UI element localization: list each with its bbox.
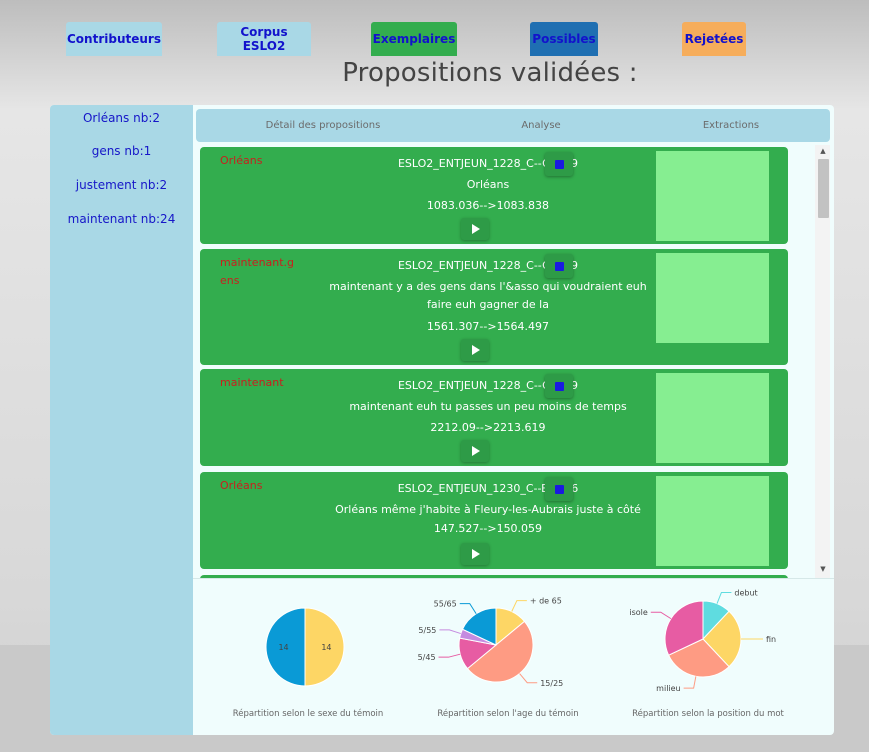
play-icon (472, 446, 480, 456)
subtab-bar: Détail des propositions Analyse Extracti… (196, 109, 830, 142)
pie-label-position-1: fin (766, 635, 776, 644)
play-icon (472, 224, 480, 234)
proposition-time: 1083.036-->1083.838 (426, 199, 550, 212)
pie-label-age-3: 45/55 (418, 626, 436, 635)
thumbnail (656, 373, 769, 463)
pie-slice-position-3[interactable] (664, 600, 704, 656)
scroll-down-icon[interactable]: ▼ (820, 565, 826, 573)
proposition-card: Orléans ESLO2_ENTJEUN_1228_C--GF429 Orlé… (200, 147, 788, 244)
pie-slice-sexe-0[interactable] (265, 607, 306, 687)
tab-analyse[interactable]: Analyse (521, 120, 561, 131)
proposition-text: Orléans même j'habite à Fleury-les-Aubra… (335, 503, 641, 516)
proposition-id: ESLO2_ENTJEUN_1228_C--GF429 (397, 379, 579, 392)
play-button[interactable] (461, 543, 489, 565)
note-button[interactable] (545, 152, 573, 176)
pie-label-age-4: 55/65 (434, 600, 457, 609)
pie-slice-sexe-1[interactable] (304, 607, 345, 687)
play-button[interactable] (461, 440, 489, 462)
tab-exemplaires[interactable]: Exemplaires (371, 22, 457, 56)
proposition-text: Orléans (466, 178, 510, 191)
thumbnail (656, 476, 769, 566)
pie-label-age-1: 15/25 (540, 679, 563, 688)
pie-leader-age-1 (519, 673, 538, 684)
proposition-time: 2212.09-->2213.619 (430, 421, 546, 434)
tab-corpus-eslo2[interactable]: Corpus ESLO2 (217, 22, 311, 56)
play-icon (472, 345, 480, 355)
pie-chart-sexe: 14 14 (265, 607, 345, 687)
tab-extractions[interactable]: Extractions (702, 120, 760, 131)
note-button[interactable] (545, 374, 573, 398)
pie-leader-position-3 (650, 611, 672, 620)
pie-label-position-3: isole (629, 608, 648, 617)
note-icon (554, 381, 564, 391)
top-navigation: Contributeurs Corpus ESLO2 Exemplaires P… (0, 22, 869, 56)
note-icon (554, 261, 564, 271)
pie-label-sexe-1: 14 (321, 643, 331, 652)
charts-section: 14 14 Répartition selon le sexe du témoin… (193, 585, 834, 735)
pie-leader-age-3 (439, 629, 461, 635)
pie-label-position-0: debut (734, 589, 757, 598)
play-button[interactable] (461, 218, 489, 240)
chart-caption-age: Répartition selon l'age du témoin (437, 709, 579, 719)
proposition-card: maintenant ESLO2_ENTJEUN_1228_C--GF429 m… (200, 369, 788, 466)
thumbnail (656, 253, 769, 343)
play-icon (472, 549, 480, 559)
proposition-word: maintenant (220, 376, 284, 389)
play-button[interactable] (461, 339, 489, 361)
pie-label-position-2: milieu (656, 684, 680, 693)
pie-chart-position: debut fin milieu isole (629, 589, 776, 694)
pie-leader-age-4 (459, 603, 477, 615)
tab-possibles[interactable]: Possibles (530, 22, 598, 56)
pie-label-age-0: + de 65 (530, 597, 562, 606)
note-icon (554, 484, 564, 494)
propositions-list[interactable]: Orléans ESLO2_ENTJEUN_1228_C--GF429 Orlé… (193, 145, 834, 579)
chart-caption-position: Répartition selon la position du mot (632, 709, 784, 719)
sidebar: Orléans nb:2 gens nb:1 justement nb:2 ma… (50, 105, 193, 735)
chart-caption-sexe: Répartition selon le sexe du témoin (232, 709, 384, 719)
proposition-id: ESLO2_ENTJEUN_1230_C--BQ576 (397, 482, 579, 495)
page-title: Propositions validées : (342, 58, 638, 88)
thumbnail (656, 151, 769, 241)
pie-leader-position-2 (683, 676, 697, 689)
proposition-card (200, 575, 788, 578)
proposition-text: maintenant y a des gens dans l'&asso qui… (329, 280, 647, 311)
main-panel: Orléans nb:2 gens nb:1 justement nb:2 ma… (50, 105, 834, 735)
pie-label-sexe-0: 14 (278, 643, 288, 652)
sidebar-item-gens[interactable]: gens nb:1 (91, 144, 152, 158)
proposition-id: ESLO2_ENTJEUN_1228_C--GF429 (397, 157, 579, 170)
sidebar-item-maintenant[interactable]: maintenant nb:24 (67, 212, 176, 226)
scrollbar-thumb[interactable] (818, 159, 829, 218)
pie-leader-age-2 (438, 653, 461, 658)
sidebar-item-orleans[interactable]: Orléans nb:2 (82, 111, 161, 125)
pie-slice-position-1[interactable] (702, 610, 742, 668)
pie-slice-age-4[interactable] (461, 607, 497, 646)
proposition-word: Orléans (220, 154, 263, 167)
proposition-card: maintenant.gens ESLO2_ENTJEUN_1228_C--GF… (200, 249, 788, 365)
pie-leader-position-0 (716, 592, 732, 604)
proposition-time: 1561.307-->1564.497 (426, 320, 550, 333)
pie-slice-age-1[interactable] (466, 620, 534, 683)
sidebar-item-justement[interactable]: justement nb:2 (75, 178, 168, 192)
note-button[interactable] (545, 254, 573, 278)
proposition-id: ESLO2_ENTJEUN_1228_C--GF429 (397, 259, 579, 272)
pie-chart-age: + de 65 15/25 35/45 45/55 55/65 (418, 597, 563, 688)
note-icon (554, 159, 564, 169)
pie-label-age-2: 35/45 (418, 653, 436, 662)
note-button[interactable] (545, 477, 573, 501)
proposition-word: maintenant.gens (220, 256, 295, 287)
content-area: Détail des propositions Analyse Extracti… (193, 105, 834, 735)
scrollbar[interactable]: ▲ ▼ (815, 145, 830, 578)
pie-leader-age-0 (511, 600, 527, 612)
proposition-text: maintenant euh tu passes un peu moins de… (349, 400, 627, 413)
tab-detail-propositions[interactable]: Détail des propositions (265, 120, 381, 131)
proposition-word: Orléans (220, 479, 263, 492)
tab-contributeurs[interactable]: Contributeurs (66, 22, 162, 56)
scroll-up-icon[interactable]: ▲ (820, 147, 826, 155)
tab-rejetees[interactable]: Rejetées (682, 22, 746, 56)
proposition-card: Orléans ESLO2_ENTJEUN_1230_C--BQ576 Orlé… (200, 472, 788, 569)
proposition-time: 147.527-->150.059 (433, 522, 543, 535)
